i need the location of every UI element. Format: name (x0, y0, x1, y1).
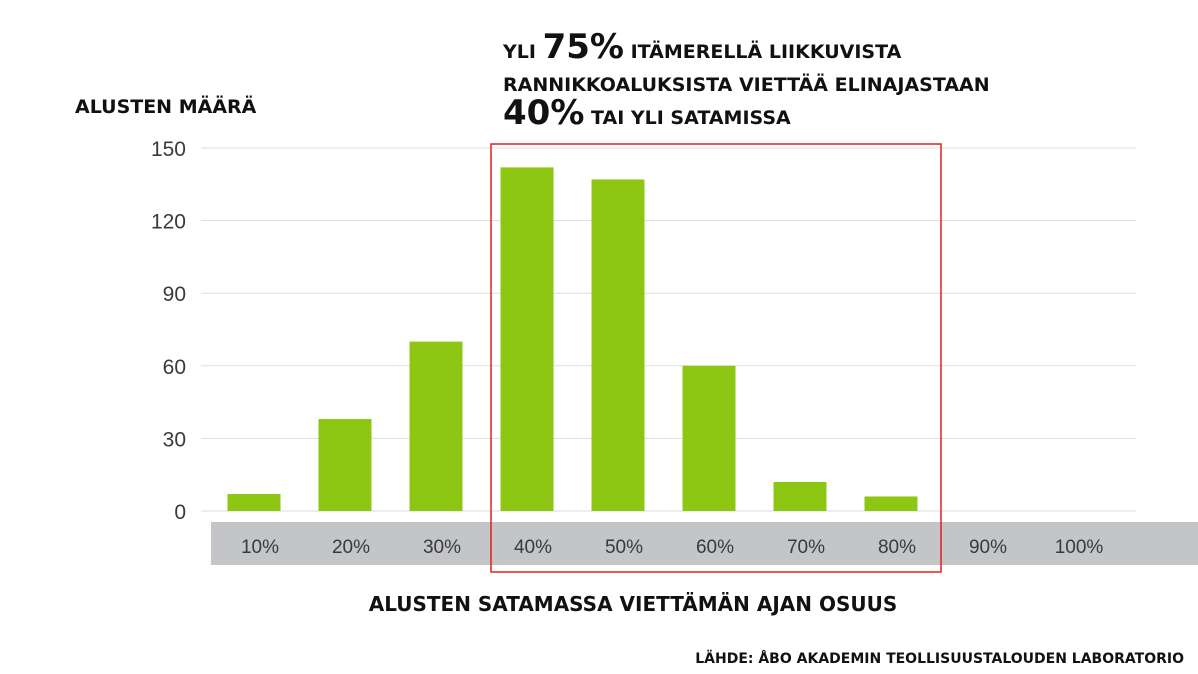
x-axis-band (211, 522, 1198, 565)
y-tick-60: 60 (163, 356, 186, 379)
headline-line-1: YLI 75% ITÄMERELLÄ LIIKKUVISTA (502, 27, 902, 67)
bars (227, 167, 918, 512)
y-tick-30: 30 (163, 428, 186, 451)
y-tick-120: 120 (151, 211, 186, 234)
bar-30% (409, 341, 463, 511)
headline-1-segment-2: ITÄMERELLÄ LIIKKUVISTA (624, 39, 902, 63)
x-tick-20%: 20% (332, 537, 370, 558)
headline-1-segment-1: 75% (543, 27, 624, 67)
headline-line-2: RANNIKKOALUKSISTA VIETTÄÄ ELINAJASTAAN (503, 72, 990, 96)
x-tick-90%: 90% (969, 537, 1007, 558)
bar-50% (591, 179, 645, 511)
x-tick-40%: 40% (514, 537, 552, 558)
x-tick-60%: 60% (696, 537, 734, 558)
bar-70% (773, 481, 827, 511)
bar-60% (682, 365, 736, 511)
x-tick-10%: 10% (241, 537, 279, 558)
y-axis-ticks: 0 30 60 90 120 150 (151, 138, 186, 524)
y-tick-0: 0 (174, 501, 186, 524)
bar-10% (227, 494, 281, 511)
x-tick-100%: 100% (1055, 537, 1104, 558)
y-axis-label: ALUSTEN MÄÄRÄ (75, 94, 257, 118)
bar-20% (318, 419, 372, 511)
source-note: LÄHDE: ÅBO AKADEMIN TEOLLISUUSTALOUDEN L… (695, 650, 1184, 667)
bar-80% (864, 496, 918, 511)
x-tick-50%: 50% (605, 537, 643, 558)
x-axis-label: ALUSTEN SATAMASSA VIETTÄMÄN AJAN OSUUS (369, 592, 898, 616)
x-axis-ticks: 10% 20% 30% 40% 50% 60% 70% 80% 90% 100% (241, 537, 1103, 558)
y-tick-150: 150 (151, 138, 186, 161)
headline-line-3: 40% TAI YLI SATAMISSA (503, 93, 791, 133)
y-tick-90: 90 (163, 283, 186, 306)
headline-3-segment-1: TAI YLI SATAMISSA (584, 107, 791, 129)
x-tick-70%: 70% (787, 537, 825, 558)
x-tick-30%: 30% (423, 537, 461, 558)
bar-40% (500, 167, 554, 512)
highlight-box (490, 143, 942, 573)
headline-1-segment-0: YLI (502, 41, 543, 63)
chart-headline: YLI 75% ITÄMERELLÄ LIIKKUVISTA RANNIKKOA… (502, 27, 990, 133)
x-tick-80%: 80% (878, 537, 916, 558)
headline-2-segment-0: RANNIKKOALUKSISTA VIETTÄÄ ELINAJASTAAN (503, 72, 990, 96)
headline-3-segment-0: 40% (503, 93, 584, 133)
